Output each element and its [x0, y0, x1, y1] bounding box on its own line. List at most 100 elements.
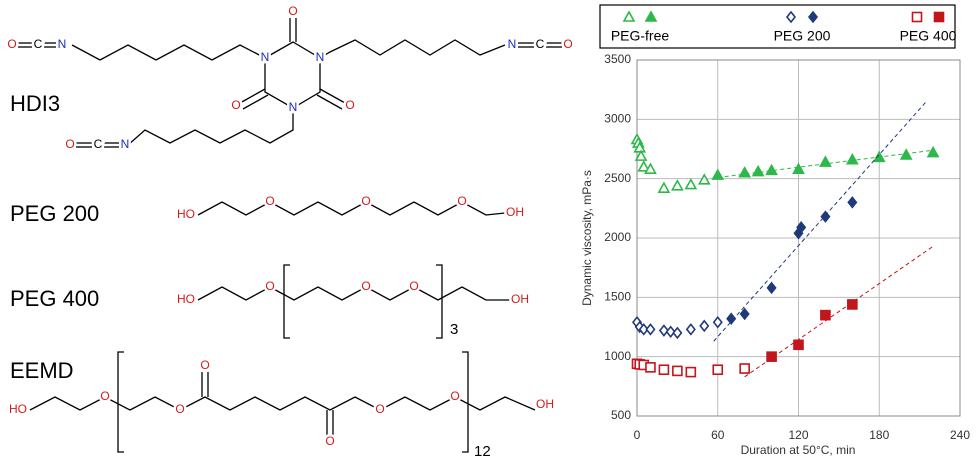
marker	[820, 309, 831, 321]
marker	[739, 363, 750, 374]
marker	[847, 196, 858, 209]
x-axis-label: Duration at 50°C, min	[741, 443, 856, 457]
atom-label: O	[325, 434, 334, 448]
y-axis-label: Dynamic viscosity, mPa·s	[580, 170, 594, 306]
marker	[699, 319, 710, 333]
bond	[29, 396, 536, 411]
structure-label: PEG 200	[10, 201, 99, 226]
atom-label: O	[175, 402, 184, 416]
bracket	[436, 264, 443, 339]
x-tick-label: 180	[869, 428, 889, 442]
atom-label: N	[508, 37, 517, 51]
structure-label: PEG 400	[10, 286, 99, 311]
atom-label: C	[94, 137, 103, 151]
marker	[637, 160, 651, 172]
bracket	[283, 264, 290, 339]
marker	[658, 324, 669, 337]
legend-marker	[644, 10, 658, 22]
atom-label: O	[450, 389, 459, 403]
atom-label: N	[121, 137, 130, 151]
legend-marker	[622, 10, 636, 22]
marker	[899, 148, 913, 160]
atom-label: O	[65, 137, 74, 151]
atom-label: OH	[506, 205, 524, 219]
marker	[644, 162, 657, 174]
legend-label: PEG 200	[774, 28, 831, 44]
bond	[197, 286, 510, 301]
structure-label: HDI3	[10, 91, 60, 116]
legend-marker	[807, 10, 819, 24]
marker	[766, 351, 777, 362]
marker	[645, 323, 656, 336]
trend-line	[713, 101, 927, 342]
bracket	[462, 351, 469, 453]
marker	[711, 168, 725, 180]
bracket	[117, 351, 124, 453]
bond	[239, 88, 266, 104]
y-tick-label: 500	[611, 408, 631, 422]
marker	[819, 155, 832, 167]
atom-label: O	[265, 279, 274, 293]
atom-label: O	[563, 37, 572, 51]
marker	[739, 307, 750, 321]
marker	[685, 366, 697, 378]
marker	[671, 179, 684, 191]
marker	[751, 164, 765, 177]
legend-label: PEG-free	[611, 28, 670, 44]
marker	[633, 141, 647, 153]
atom-label: O	[457, 194, 466, 208]
structures	[18, 18, 562, 453]
marker	[820, 210, 831, 223]
x-tick-label: 0	[634, 428, 641, 442]
legend-marker	[911, 11, 923, 23]
marker	[634, 149, 648, 161]
x-tick-label: 120	[788, 428, 808, 442]
marker	[847, 299, 858, 310]
atom-label: N	[261, 50, 270, 64]
atom-label: O	[361, 194, 370, 208]
atom-label: O	[409, 279, 418, 293]
y-tick-label: 3500	[604, 52, 631, 66]
marker	[845, 153, 859, 165]
atom-label: OH	[536, 397, 554, 411]
chart: Dynamic viscosity, mPa·s Duration at 50°…	[580, 4, 970, 457]
marker	[796, 221, 807, 234]
atom-label: O	[345, 98, 354, 112]
atom-label: HO	[9, 402, 27, 416]
atom-label: O	[7, 37, 16, 51]
marker	[872, 150, 886, 163]
atom-label: C	[536, 37, 545, 51]
x-tick-label: 60	[711, 428, 725, 442]
marker	[738, 166, 752, 178]
legend-marker	[785, 10, 797, 24]
marker	[658, 364, 670, 376]
bond	[316, 94, 343, 110]
bond	[197, 201, 506, 216]
legend-label: PEG 400	[900, 28, 957, 44]
bond	[319, 88, 346, 104]
atom-label: O	[375, 402, 384, 416]
y-tick-label: 2000	[604, 230, 631, 244]
marker	[638, 323, 649, 336]
marker	[765, 163, 778, 176]
atom-label: O	[100, 389, 109, 403]
atom-label: N	[316, 50, 325, 64]
bond	[319, 39, 506, 59]
marker	[672, 365, 683, 377]
atom-label: OH	[511, 292, 529, 306]
bond	[264, 41, 321, 109]
atom-label: HO	[177, 292, 195, 306]
atom-label: HO	[177, 207, 195, 221]
legend-marker	[933, 11, 945, 23]
marker	[726, 312, 737, 325]
bond	[127, 108, 294, 146]
atom-label: C	[34, 37, 43, 51]
bond	[71, 44, 266, 61]
marker	[657, 181, 671, 193]
structure-label: EEMD	[10, 358, 74, 383]
atom-label: O	[231, 98, 240, 112]
atom-label: N	[289, 100, 298, 114]
marker	[684, 177, 698, 190]
repeat-count: 3	[450, 321, 458, 338]
